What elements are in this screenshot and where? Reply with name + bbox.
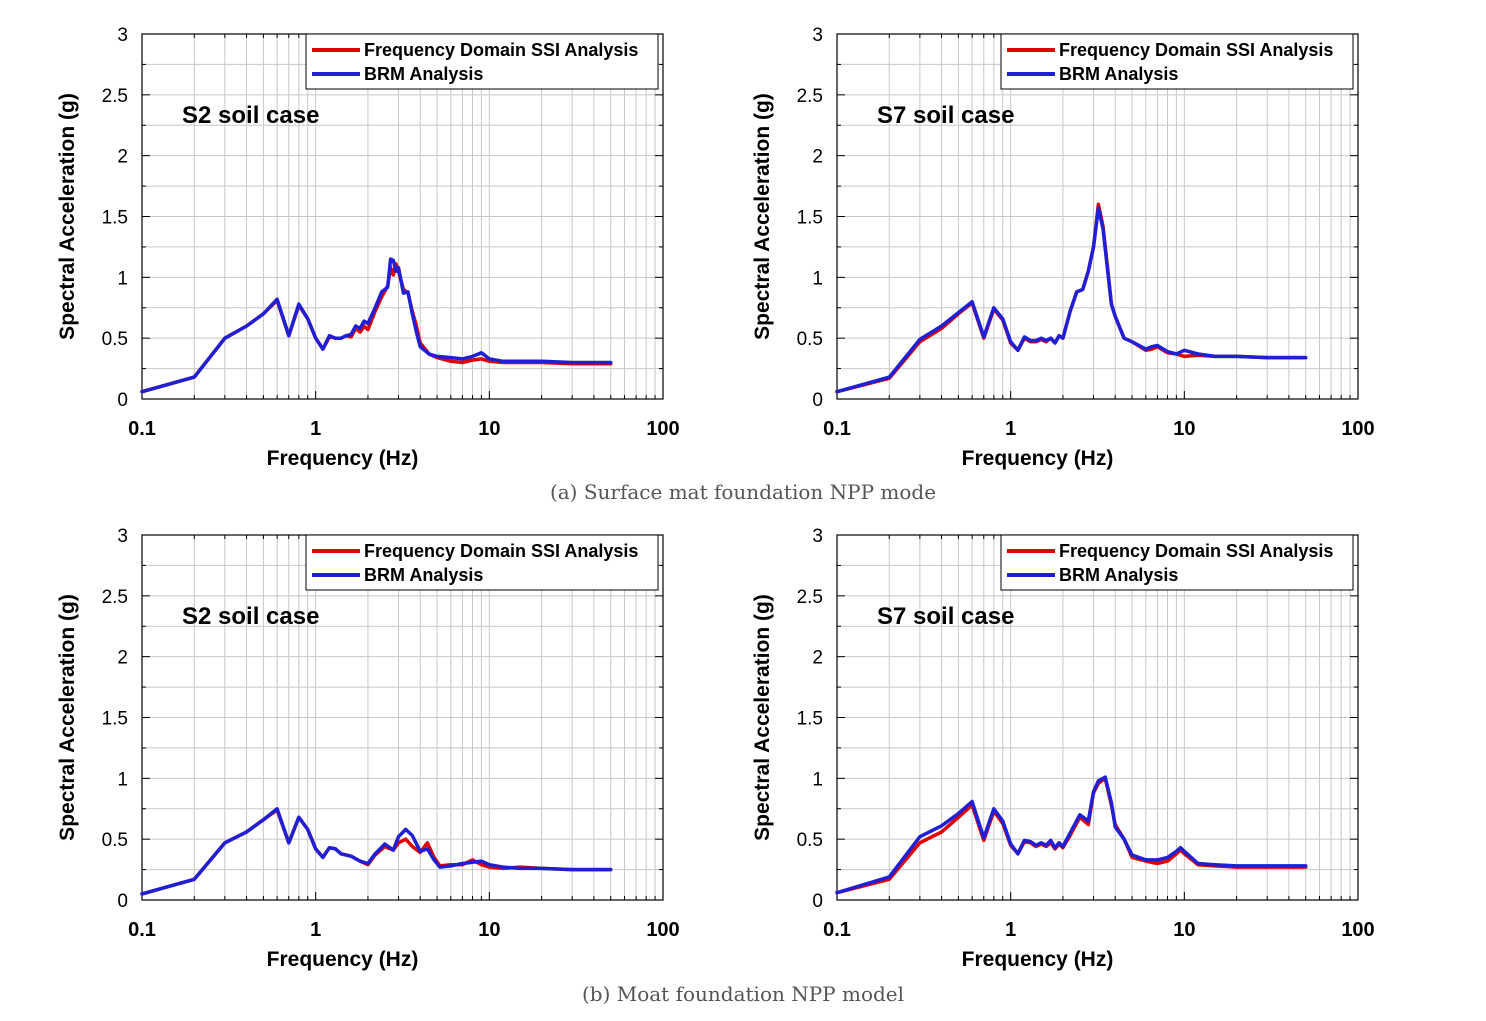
series-line-brm bbox=[140, 807, 613, 896]
legend-label: BRM Analysis bbox=[1059, 64, 1178, 84]
x-tick-label: 10 bbox=[478, 418, 500, 440]
y-tick-label: 3 bbox=[812, 25, 823, 46]
y-tick-label: 0 bbox=[812, 390, 823, 411]
series-line-brm bbox=[835, 206, 1308, 394]
y-axis-label: Spectral Acceleration (g) bbox=[56, 594, 79, 841]
x-tick-label: 100 bbox=[1341, 418, 1374, 440]
y-tick-label: 0 bbox=[812, 891, 823, 912]
y-tick-label: 2.5 bbox=[797, 86, 823, 107]
x-tick-label: 0.1 bbox=[823, 919, 851, 941]
chart-b-s7: 0.1 1 10 100 0 0.5 1 1.5 2 2.5 3 Frequency (Hz) Spec… bbox=[751, 526, 1375, 971]
legend-box bbox=[305, 534, 659, 591]
soil-case-label: S2 soil case bbox=[182, 102, 319, 129]
legend-label: Frequency Domain SSI Analysis bbox=[364, 40, 638, 60]
y-tick-label: 2 bbox=[812, 147, 823, 168]
series-line-fd-ssi bbox=[835, 202, 1308, 394]
series-line-brm bbox=[140, 257, 613, 394]
soil-case-label: S2 soil case bbox=[182, 603, 319, 630]
legend-label: BRM Analysis bbox=[1059, 565, 1178, 585]
legend-box bbox=[1000, 33, 1354, 90]
y-tick-label: 0.5 bbox=[102, 329, 128, 350]
x-axis-label: Frequency (Hz) bbox=[267, 948, 419, 971]
y-axis-label: Spectral Acceleration (g) bbox=[751, 93, 774, 340]
legend-label: BRM Analysis bbox=[364, 565, 483, 585]
x-tick-label: 10 bbox=[1173, 919, 1195, 941]
chart-b-s2: 0.1 1 10 100 0 0.5 1 1.5 2 2.5 3 Frequency (Hz) Spec… bbox=[56, 526, 680, 971]
y-tick-label: 1.5 bbox=[797, 208, 823, 229]
x-tick-label: 1 bbox=[310, 418, 321, 440]
x-axis-label: Frequency (Hz) bbox=[267, 447, 419, 470]
x-axis-label: Frequency (Hz) bbox=[962, 447, 1114, 470]
legend-label: BRM Analysis bbox=[364, 64, 483, 84]
x-tick-label: 10 bbox=[1173, 418, 1195, 440]
y-tick-label: 0.5 bbox=[102, 830, 128, 851]
y-tick-label: 1 bbox=[117, 268, 128, 289]
legend-label: Frequency Domain SSI Analysis bbox=[364, 541, 638, 561]
y-tick-label: 3 bbox=[117, 526, 128, 547]
legend-box bbox=[1000, 534, 1354, 591]
x-tick-label: 100 bbox=[1341, 919, 1374, 941]
x-axis-label: Frequency (Hz) bbox=[962, 948, 1114, 971]
soil-case-label: S7 soil case bbox=[877, 102, 1014, 129]
y-tick-label: 0.5 bbox=[797, 329, 823, 350]
y-tick-label: 1 bbox=[812, 268, 823, 289]
x-tick-label: 1 bbox=[1005, 919, 1016, 941]
y-tick-label: 1.5 bbox=[797, 709, 823, 730]
x-tick-label: 0.1 bbox=[823, 418, 851, 440]
y-tick-label: 3 bbox=[117, 25, 128, 46]
y-tick-label: 1.5 bbox=[102, 208, 128, 229]
y-tick-label: 2 bbox=[812, 648, 823, 669]
series-line-brm bbox=[835, 775, 1308, 895]
x-tick-label: 0.1 bbox=[128, 418, 156, 440]
x-tick-label: 0.1 bbox=[128, 919, 156, 941]
y-tick-label: 2 bbox=[117, 648, 128, 669]
soil-case-label: S7 soil case bbox=[877, 603, 1014, 630]
x-tick-label: 1 bbox=[310, 919, 321, 941]
chart-a-s7: 0.1 1 10 100 0 0.5 1 1.5 2 2.5 3 Frequency (Hz) Spec… bbox=[751, 25, 1375, 470]
y-tick-label: 2 bbox=[117, 147, 128, 168]
y-tick-label: 0 bbox=[117, 891, 128, 912]
x-tick-label: 10 bbox=[478, 919, 500, 941]
x-tick-label: 1 bbox=[1005, 418, 1016, 440]
y-tick-label: 2.5 bbox=[102, 86, 128, 107]
y-tick-label: 0.5 bbox=[797, 830, 823, 851]
legend-box bbox=[305, 33, 659, 90]
y-tick-label: 2.5 bbox=[102, 587, 128, 608]
chart-a-s2: 0.1 1 10 100 0 0.5 1 1.5 2 2.5 3 Frequency (Hz) Spec… bbox=[56, 25, 680, 470]
y-tick-label: 3 bbox=[812, 526, 823, 547]
caption-b: (b) Moat foundation NPP model bbox=[581, 982, 905, 1006]
series-line-fd-ssi bbox=[140, 262, 613, 394]
y-tick-label: 1 bbox=[117, 769, 128, 790]
y-tick-label: 2.5 bbox=[797, 587, 823, 608]
y-tick-label: 0 bbox=[117, 390, 128, 411]
y-tick-label: 1.5 bbox=[102, 709, 128, 730]
legend-label: Frequency Domain SSI Analysis bbox=[1059, 541, 1333, 561]
x-tick-label: 100 bbox=[646, 418, 679, 440]
x-tick-label: 100 bbox=[646, 919, 679, 941]
legend-label: Frequency Domain SSI Analysis bbox=[1059, 40, 1333, 60]
series-line-fd-ssi bbox=[835, 776, 1308, 895]
caption-a: (a) Surface mat foundation NPP mode bbox=[549, 480, 937, 504]
y-tick-label: 1 bbox=[812, 769, 823, 790]
y-axis-label: Spectral Acceleration (g) bbox=[751, 594, 774, 841]
y-axis-label: Spectral Acceleration (g) bbox=[56, 93, 79, 340]
